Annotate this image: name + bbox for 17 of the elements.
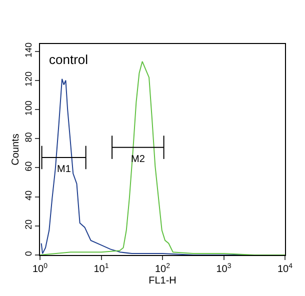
x-tick-label: 10$^{0}$ — [32, 262, 48, 275]
x-tick-label: 10$^{4}$ — [277, 262, 293, 275]
y-tick-label: 100 — [23, 100, 34, 116]
x-tick-label: 10$^{2}$ — [154, 262, 170, 275]
annotation: control — [49, 52, 88, 67]
y-axis-title: Counts — [10, 134, 22, 166]
y-tick-label: 0 — [23, 251, 34, 256]
y-tick-label: 40 — [23, 190, 34, 200]
y-tick-label: 60 — [23, 161, 34, 172]
x-tick-label: 10$^{3}$ — [216, 262, 232, 275]
x-tick-label: 10$^{1}$ — [94, 262, 109, 275]
y-tick-label: 120 — [23, 72, 34, 87]
annotation: M1 — [57, 164, 72, 175]
y-tick-label: 80 — [23, 132, 34, 142]
y-tick-label: 20 — [23, 220, 34, 230]
y-tick-label: 140 — [23, 42, 34, 58]
x-axis-title: FL1-H — [148, 276, 176, 286]
